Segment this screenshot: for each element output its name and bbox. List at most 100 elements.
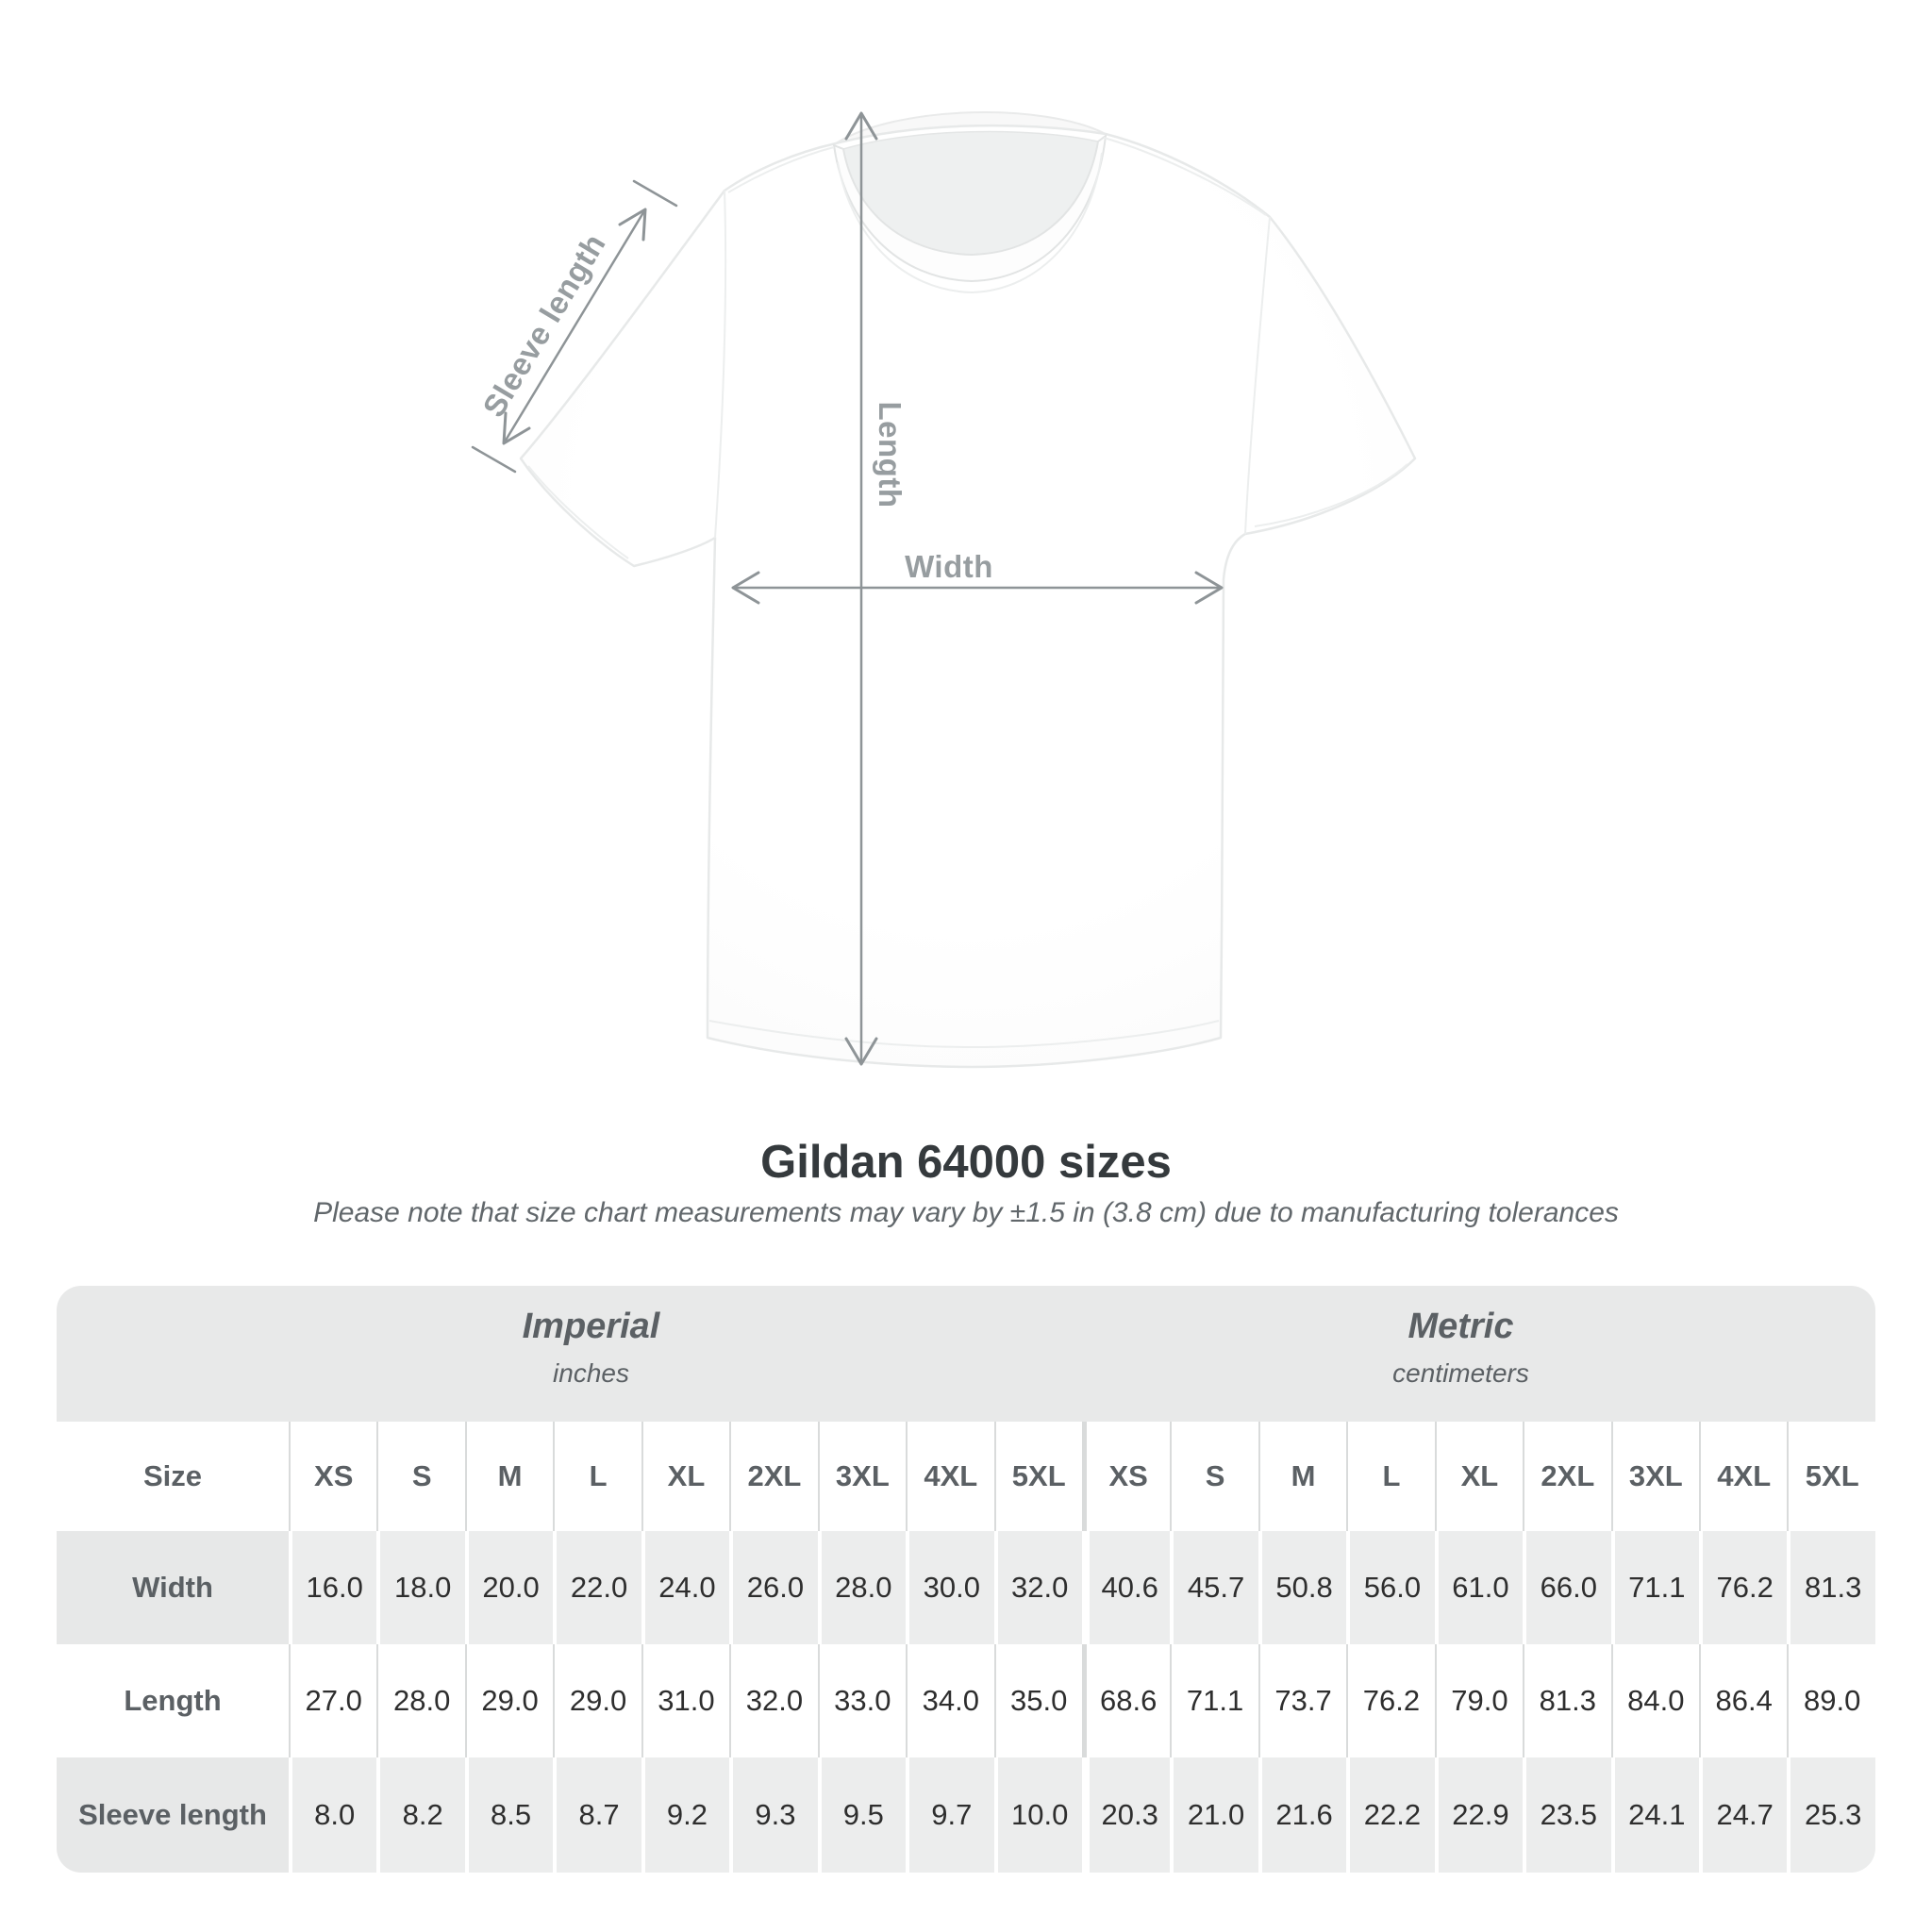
value-cell-imperial: 22.0 <box>553 1531 641 1644</box>
length-label: Length <box>873 401 908 508</box>
value-cell-metric: 45.7 <box>1170 1531 1258 1644</box>
value-cell-metric: 76.2 <box>1699 1531 1788 1644</box>
section-imperial: Imperial inches <box>57 1286 1082 1422</box>
value-cell-imperial: 27.0 <box>289 1644 377 1757</box>
value-cell-imperial: 30.0 <box>906 1531 994 1644</box>
page-title: Gildan 64000 sizes <box>760 1137 1172 1188</box>
arrow-left-icon <box>731 571 760 605</box>
size-header-imperial: 3XL <box>817 1422 907 1531</box>
value-cell-metric: 24.1 <box>1610 1757 1699 1873</box>
value-cell-imperial: 10.0 <box>993 1757 1082 1873</box>
value-cell-metric: 73.7 <box>1257 1644 1347 1757</box>
value-cell-metric: 84.0 <box>1610 1644 1699 1757</box>
tshirt-diagram <box>471 111 1417 1069</box>
value-cell-imperial: 33.0 <box>817 1644 907 1757</box>
row-label: Sleeve length <box>57 1757 289 1873</box>
size-header-metric: XL <box>1434 1422 1524 1531</box>
value-cell-metric: 76.2 <box>1346 1644 1435 1757</box>
value-cell-metric: 23.5 <box>1523 1757 1611 1873</box>
size-column-header: Size <box>57 1422 289 1531</box>
table-section-header: Imperial inches Metric centimeters <box>57 1286 1875 1422</box>
row-label: Width <box>57 1531 289 1644</box>
value-cell-imperial: 9.3 <box>729 1757 818 1873</box>
value-cell-metric: 89.0 <box>1787 1644 1875 1757</box>
size-header-metric: 5XL <box>1787 1422 1875 1531</box>
value-cell-imperial: 8.5 <box>464 1757 554 1873</box>
tolerance-note: Please note that size chart measurements… <box>313 1197 1619 1228</box>
size-header-metric: S <box>1170 1422 1258 1531</box>
value-cell-metric: 25.3 <box>1787 1757 1875 1873</box>
size-table-card: Imperial inches Metric centimeters Size X… <box>57 1286 1875 1873</box>
value-cell-metric: 81.3 <box>1787 1531 1875 1644</box>
size-header-metric: L <box>1346 1422 1435 1531</box>
value-cell-imperial: 9.7 <box>906 1757 994 1873</box>
value-cell-imperial: 18.0 <box>376 1531 465 1644</box>
arrow-right-icon <box>1194 571 1224 605</box>
value-cell-imperial: 29.0 <box>464 1644 554 1757</box>
value-cell-imperial: 20.0 <box>464 1531 554 1644</box>
value-cell-metric: 79.0 <box>1434 1644 1524 1757</box>
value-cell-imperial: 8.7 <box>553 1757 641 1873</box>
value-cell-imperial: 32.0 <box>729 1644 818 1757</box>
value-cell-imperial: 26.0 <box>729 1531 818 1644</box>
section-metric: Metric centimeters <box>1082 1286 1875 1422</box>
sleeve-dimension-line <box>502 208 647 445</box>
value-cell-metric: 81.3 <box>1523 1644 1611 1757</box>
row-label: Length <box>57 1644 289 1757</box>
size-header-imperial: S <box>376 1422 465 1531</box>
tshirt-image <box>519 111 1417 1069</box>
section-metric-units: centimeters <box>1392 1358 1529 1388</box>
value-cell-metric: 21.6 <box>1257 1757 1347 1873</box>
arrow-down-icon <box>844 1037 878 1066</box>
value-cell-imperial: 24.0 <box>641 1531 730 1644</box>
value-cell-metric: 22.2 <box>1346 1757 1435 1873</box>
value-cell-metric: 68.6 <box>1081 1644 1171 1757</box>
value-cell-imperial: 8.0 <box>289 1757 377 1873</box>
value-cell-metric: 20.3 <box>1081 1757 1171 1873</box>
value-cell-metric: 71.1 <box>1170 1644 1258 1757</box>
size-header-imperial: M <box>464 1422 554 1531</box>
value-cell-imperial: 8.2 <box>376 1757 465 1873</box>
size-header-metric: XS <box>1081 1422 1171 1531</box>
value-cell-imperial: 28.0 <box>817 1531 907 1644</box>
size-header-imperial: 4XL <box>906 1422 994 1531</box>
size-header-imperial: XS <box>289 1422 377 1531</box>
value-cell-imperial: 35.0 <box>993 1644 1082 1757</box>
value-cell-metric: 50.8 <box>1257 1531 1347 1644</box>
size-table: Size XS S M L XL 2XL 3XL 4XL 5XL XS S M L XL 2XL 3XL 4XL 5… <box>57 1422 1875 1873</box>
arrow-down-left-icon <box>502 411 531 445</box>
size-header-imperial: 2XL <box>729 1422 818 1531</box>
arrow-up-right-icon <box>618 208 647 242</box>
value-cell-imperial: 16.0 <box>289 1531 377 1644</box>
width-label: Width <box>905 549 993 584</box>
size-header-metric: 2XL <box>1523 1422 1611 1531</box>
size-header-imperial: XL <box>641 1422 730 1531</box>
dimension-end-tick <box>471 445 517 474</box>
value-cell-metric: 86.4 <box>1699 1644 1788 1757</box>
value-cell-imperial: 9.2 <box>641 1757 730 1873</box>
value-cell-metric: 22.9 <box>1434 1757 1524 1873</box>
dimension-end-tick <box>632 179 678 208</box>
value-cell-metric: 71.1 <box>1610 1531 1699 1644</box>
value-cell-metric: 40.6 <box>1081 1531 1171 1644</box>
value-cell-metric: 21.0 <box>1170 1757 1258 1873</box>
value-cell-imperial: 29.0 <box>553 1644 641 1757</box>
section-imperial-label: Imperial <box>522 1307 660 1346</box>
size-header-imperial: L <box>553 1422 641 1531</box>
value-cell-imperial: 32.0 <box>993 1531 1082 1644</box>
value-cell-metric: 56.0 <box>1346 1531 1435 1644</box>
value-cell-imperial: 28.0 <box>376 1644 465 1757</box>
size-header-metric: 3XL <box>1610 1422 1699 1531</box>
section-metric-label: Metric <box>1407 1307 1514 1346</box>
value-cell-imperial: 31.0 <box>641 1644 730 1757</box>
size-header-metric: M <box>1257 1422 1347 1531</box>
dimension-lines <box>471 111 1224 1066</box>
value-cell-metric: 66.0 <box>1523 1531 1611 1644</box>
value-cell-imperial: 34.0 <box>906 1644 994 1757</box>
value-cell-imperial: 9.5 <box>817 1757 907 1873</box>
arrow-up-icon <box>844 111 878 141</box>
value-cell-metric: 24.7 <box>1699 1757 1788 1873</box>
value-cell-metric: 61.0 <box>1434 1531 1524 1644</box>
section-imperial-units: inches <box>553 1358 629 1388</box>
size-header-metric: 4XL <box>1699 1422 1788 1531</box>
